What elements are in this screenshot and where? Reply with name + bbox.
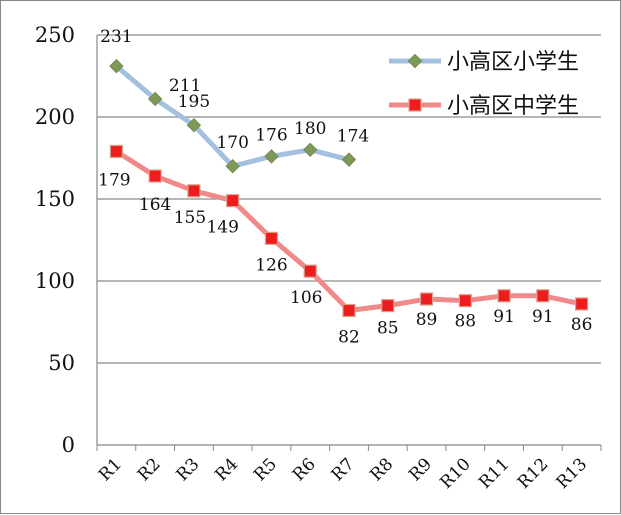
data-label: 88 [454, 312, 476, 332]
square-marker [187, 184, 201, 198]
square-marker [575, 297, 589, 311]
square-marker [264, 231, 279, 245]
series-markers [109, 58, 589, 318]
diamond-marker [264, 149, 279, 164]
data-label: 155 [174, 208, 206, 228]
diamond-marker [186, 117, 202, 133]
square-marker [342, 303, 356, 318]
y-tick-label: 250 [35, 23, 75, 47]
x-tick-label: R6 [289, 454, 320, 485]
legend-square-marker [408, 98, 422, 112]
data-label: 89 [416, 310, 438, 330]
x-tick-label: R8 [366, 454, 397, 485]
x-tick-label: R3 [173, 454, 204, 485]
square-marker [226, 194, 240, 208]
y-tick-label: 0 [62, 433, 75, 457]
x-tick-label: R11 [475, 454, 513, 492]
x-tick-label: R12 [514, 454, 552, 492]
data-label: 149 [206, 218, 238, 238]
square-marker [381, 299, 395, 313]
data-label: 91 [493, 307, 515, 327]
data-label: 85 [377, 319, 399, 339]
square-marker [419, 292, 434, 306]
x-tick-label: R2 [134, 454, 165, 485]
y-tick-label: 100 [35, 269, 75, 293]
data-label: 176 [255, 125, 287, 145]
data-label: 91 [532, 307, 554, 327]
square-marker [109, 144, 123, 159]
series-line-2 [113, 148, 585, 314]
diamond-marker [109, 58, 124, 74]
x-tick-label: R13 [553, 454, 591, 492]
legend-label-2: 小高区中学生 [447, 94, 579, 119]
data-label: 211 [169, 76, 201, 96]
diamond-marker [147, 91, 163, 107]
data-label: 86 [571, 315, 593, 335]
square-marker [458, 294, 472, 308]
x-tick-label: R1 [95, 454, 126, 485]
data-label: 195 [178, 92, 210, 112]
legend-label-1: 小高区小学生 [447, 50, 579, 75]
data-label: 82 [338, 328, 360, 348]
data-label: 179 [98, 170, 130, 190]
x-axis: R1 R2 R3 R4 R5 R6 R7 R8 R9 R10 R11 R12 R13 [95, 445, 602, 493]
diamond-marker [341, 152, 357, 167]
square-marker [148, 169, 162, 183]
square-marker [536, 289, 550, 303]
y-tick-label: 150 [35, 187, 75, 211]
square-marker [497, 289, 511, 303]
data-label: 126 [255, 255, 287, 275]
x-tick-label: R5 [250, 454, 281, 485]
data-label: 164 [139, 195, 171, 215]
x-tick-label: R9 [405, 454, 436, 485]
x-tick-label: R10 [436, 454, 474, 492]
x-tick-label: R7 [328, 454, 359, 485]
data-label: 106 [290, 288, 322, 308]
diamond-marker [225, 158, 240, 174]
y-axis: 0 50 100 150 200 250 [35, 23, 98, 457]
data-label: 231 [100, 27, 132, 47]
square-marker [303, 264, 317, 278]
data-label: 180 [294, 119, 326, 139]
y-tick-label: 200 [35, 105, 75, 129]
diamond-marker [303, 142, 318, 158]
y-tick-label: 50 [48, 351, 75, 375]
data-label: 170 [216, 133, 248, 153]
legend-diamond-marker [407, 53, 423, 69]
x-tick-label: R4 [211, 454, 242, 485]
data-label: 174 [337, 127, 369, 147]
